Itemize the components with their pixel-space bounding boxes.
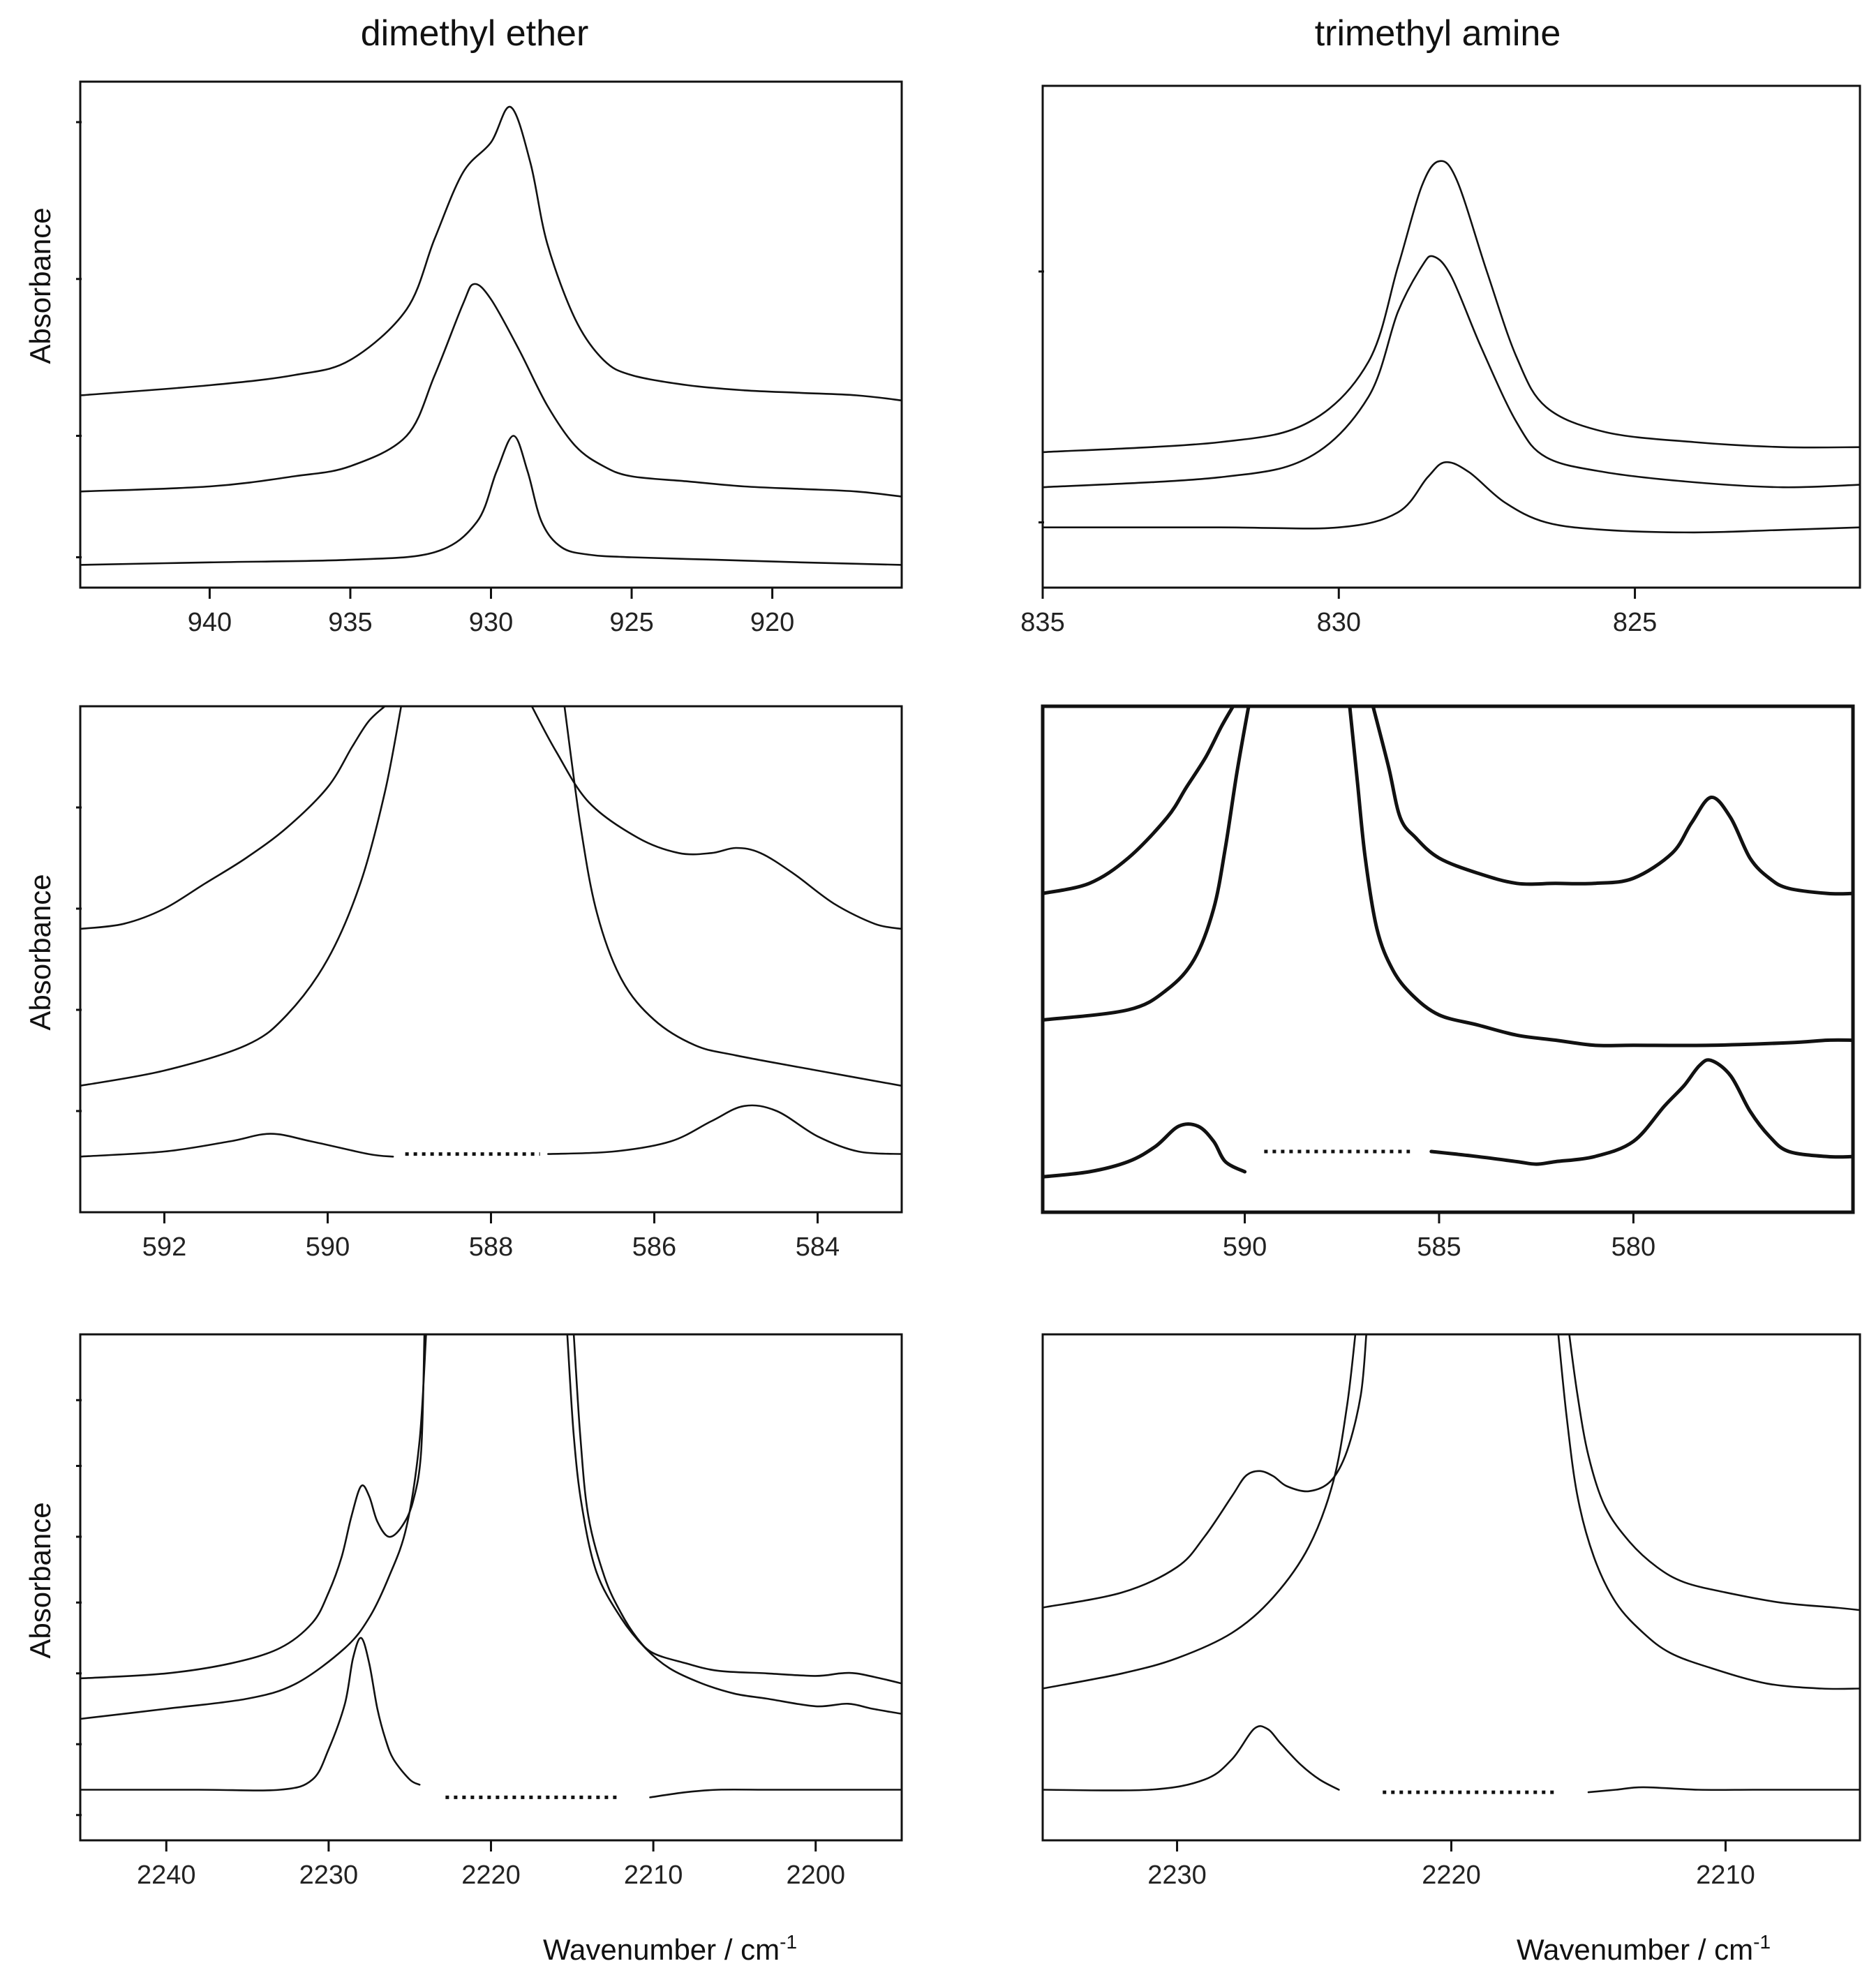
column-title-dimethyl-ether: dimethyl ether — [361, 13, 589, 54]
chart-panel-2: 835 830 825 — [1020, 84, 1861, 637]
spectrum-trace-6 — [1429, 1058, 1853, 1166]
x-tick-label: 920 — [750, 608, 794, 637]
spectrum-trace-3 — [1043, 461, 1860, 534]
x-tick-label: 592 — [142, 1232, 186, 1262]
spectrum-trace-3 — [80, 706, 403, 1087]
x-tick-label: 580 — [1611, 1232, 1655, 1262]
panel-grid: 940 935 930 925 920 Absorbance 835 830 825 592 590… — [24, 80, 1861, 1890]
x-axis-label-left-text: Wavenumber / cm — [543, 1933, 780, 1966]
column-title-trimethyl-amine: trimethyl amine — [1315, 13, 1561, 54]
spectrum-trace-4 — [1557, 1334, 1860, 1690]
x-tick-label: 585 — [1417, 1232, 1461, 1262]
spectrum-trace-1 — [1043, 1334, 1367, 1609]
spectrum-trace-5 — [1043, 1122, 1247, 1179]
y-axis-label: Absorbance — [24, 874, 57, 1030]
spectrum-trace-4 — [566, 1334, 902, 1715]
x-tick-label: 930 — [469, 608, 513, 637]
spectrum-trace-1 — [1043, 160, 1860, 454]
chart-panel-3: 592 590 588 586 584 Absorbance — [24, 705, 903, 1262]
spectrum-trace-6 — [1587, 1786, 1860, 1794]
plot-frame — [1041, 704, 1855, 1214]
chart-panel-1: 940 935 930 925 920 Absorbance — [24, 80, 903, 637]
chart-panel-4: 590 585 580 — [1041, 704, 1855, 1262]
spectrum-trace-1 — [80, 105, 902, 402]
plot-frame — [79, 1333, 903, 1842]
x-tick-label: 2200 — [786, 1861, 845, 1890]
x-tick-label: 835 — [1020, 608, 1064, 637]
y-axis-label: Absorbance — [24, 207, 57, 364]
plot-frame — [79, 705, 903, 1214]
trace-group — [1043, 1334, 1860, 1794]
spectrum-trace-2 — [572, 1334, 902, 1685]
spectrum-trace-1 — [80, 706, 386, 930]
x-tick-label: 2210 — [624, 1861, 683, 1890]
x-tick-label: 2210 — [1696, 1861, 1755, 1890]
x-axis-label-left-sup: -1 — [780, 1931, 797, 1953]
x-axis-label-right-sup: -1 — [1753, 1931, 1771, 1953]
spectrum-trace-4 — [563, 706, 902, 1087]
spectrum-trace-6 — [547, 1104, 902, 1155]
spectrum-trace-3 — [1043, 706, 1251, 1022]
x-tick-label: 925 — [609, 608, 653, 637]
plot-frame — [1041, 84, 1861, 589]
spectrum-trace-1 — [1043, 706, 1235, 895]
x-tick-label: 588 — [469, 1232, 513, 1262]
trace-group — [80, 706, 902, 1158]
x-tick-label: 935 — [328, 608, 372, 637]
trace-group — [1043, 706, 1853, 1179]
spectrum-trace-6 — [649, 1788, 902, 1798]
spectrum-trace-2 — [1371, 706, 1853, 896]
spectrum-trace-1 — [80, 1334, 426, 1680]
x-tick-label: 590 — [1223, 1232, 1267, 1262]
spectrum-trace-5 — [80, 1637, 421, 1791]
x-tick-label: 2220 — [461, 1861, 521, 1890]
spectrum-trace-2 — [530, 706, 902, 930]
x-tick-label: 825 — [1613, 608, 1657, 637]
spectrum-trace-4 — [1348, 706, 1853, 1048]
x-tick-label: 590 — [306, 1232, 350, 1262]
trace-group — [80, 1334, 902, 1798]
x-tick-label: 2230 — [1147, 1861, 1207, 1890]
x-axis-label-left: Wavenumber / cm-1 — [543, 1931, 797, 1966]
x-tick-label: 584 — [796, 1232, 840, 1262]
chart-panel-5: 2240 2230 2220 2210 2200 Absorbance — [24, 1333, 903, 1890]
x-axis-label-right: Wavenumber / cm-1 — [1517, 1931, 1771, 1966]
x-tick-label: 2240 — [137, 1861, 196, 1890]
trace-group — [1043, 160, 1860, 534]
spectrum-trace-5 — [80, 1133, 394, 1158]
x-tick-label: 2220 — [1422, 1861, 1481, 1890]
x-tick-label: 586 — [632, 1232, 676, 1262]
trace-group — [80, 105, 902, 566]
spectrum-trace-2 — [80, 283, 902, 498]
plot-frame — [79, 80, 903, 589]
spectrum-trace-2 — [1043, 255, 1860, 489]
spectrum-trace-3 — [80, 1334, 427, 1720]
x-axis-label-right-text: Wavenumber / cm — [1517, 1933, 1753, 1966]
spectrum-trace-2 — [1568, 1334, 1860, 1611]
chart-panel-6: 2230 2220 2210 — [1041, 1333, 1861, 1890]
spectrum-trace-5 — [1043, 1725, 1340, 1791]
plot-frame — [1041, 1333, 1861, 1842]
x-tick-label: 2230 — [299, 1861, 359, 1890]
x-tick-label: 830 — [1317, 608, 1361, 637]
spectrum-trace-3 — [80, 435, 902, 566]
spectrum-trace-3 — [1043, 1334, 1357, 1690]
y-axis-label: Absorbance — [24, 1502, 57, 1658]
x-tick-label: 940 — [188, 608, 232, 637]
